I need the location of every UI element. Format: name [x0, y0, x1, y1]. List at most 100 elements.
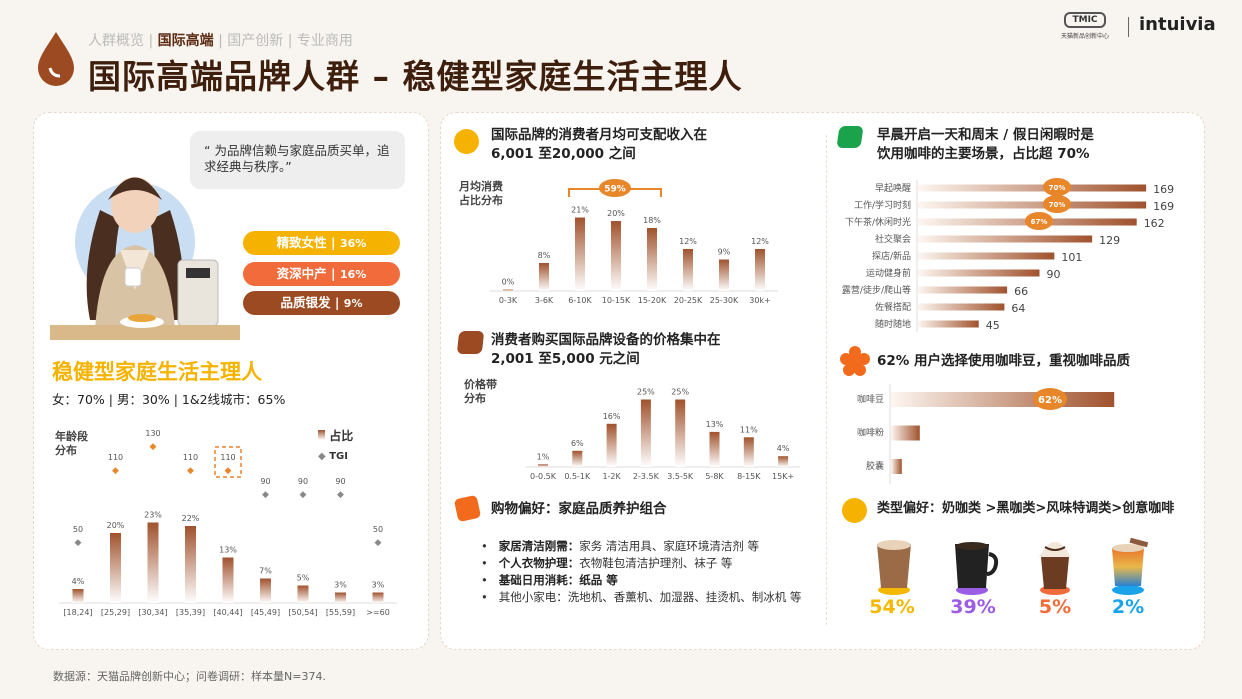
income-bar: [539, 263, 549, 291]
age-value-label: 20%: [107, 521, 125, 530]
income-bracket-label: 59%: [604, 185, 626, 195]
quote-bubble: “ 为品牌信赖与家庭品质买单，追求经典与秩序。”: [190, 131, 405, 189]
beans-bar: [891, 425, 920, 441]
price-tick-label: 5-8K: [705, 472, 724, 481]
nav-item-active[interactable]: 国际高端: [157, 33, 214, 49]
scenes-value-label: 169: [1153, 200, 1174, 213]
price-tick-label: 0.5-1K: [564, 472, 591, 481]
brown-shape-icon: [456, 331, 485, 354]
price-tick-label: 3.5-5K: [667, 472, 694, 481]
price-tick-label: 8-15K: [737, 472, 761, 481]
price-bar: [743, 437, 754, 467]
price-value-label: 1%: [537, 452, 550, 461]
scenes-badge: [1025, 212, 1053, 230]
income-bar: [647, 228, 657, 291]
income-value-label: 12%: [751, 237, 769, 246]
income-title: 国际品牌的消费者月均可支配收入在 6,001 至20,000 之间: [491, 127, 707, 162]
income-tick-label: 20-25K: [674, 296, 703, 305]
age-tick-label: [30,34]: [138, 608, 167, 617]
scenes-badge: [1043, 178, 1071, 196]
scenes-value-label: 66: [1014, 285, 1028, 298]
section-nav: 人群概览 | 国际高端 | 国产创新 | 专业商用: [88, 33, 353, 49]
scenes-bar: [918, 201, 1147, 209]
age-bar: [147, 522, 159, 603]
latte-icon: [877, 540, 911, 595]
tgi-marker: ◆: [112, 466, 119, 476]
age-value-label: 3%: [372, 581, 385, 590]
tmic-logo-sub: 天猫新品创新中心: [1061, 33, 1110, 40]
price-value-label: 6%: [571, 439, 584, 448]
scenes-value-label: 90: [1047, 268, 1061, 281]
age-bar: [222, 557, 234, 603]
persona-illustration: [50, 177, 240, 340]
scenes-category-label: 早起唤醒: [875, 182, 911, 194]
income-tick-label: 3-6K: [535, 296, 554, 305]
income-value-label: 20%: [607, 209, 625, 218]
scenes-bar: [918, 320, 979, 328]
tgi-marker: ◆: [375, 538, 382, 548]
tmic-logo: TMIC: [1064, 12, 1106, 28]
yellow-circle-icon: [454, 129, 479, 154]
scenes-badge-label: 67%: [1031, 218, 1048, 226]
orange-square-icon: [453, 494, 482, 523]
coffee-drop-logo-icon: [38, 32, 74, 86]
income-value-label: 0%: [502, 278, 515, 287]
nav-item[interactable]: 国产创新: [227, 33, 284, 49]
price-tick-label: 15K+: [772, 472, 794, 481]
beans-badge: [1033, 388, 1067, 410]
tgi-marker: ◆: [337, 490, 344, 500]
scenes-category-label: 工作/学习时刻: [854, 199, 911, 211]
scenes-category-label: 社交聚会: [875, 233, 911, 245]
price-value-label: 16%: [603, 412, 621, 421]
footer-source: 数据源：天猫品牌创新中心；问卷调研：样本量N=374.: [53, 670, 326, 683]
age-tick-label: [50,54]: [288, 608, 317, 617]
tgi-value-label: 130: [145, 429, 160, 438]
age-bar: [260, 578, 271, 603]
scenes-bar: [918, 286, 1008, 294]
tgi-value-label: 50: [73, 525, 83, 534]
scenes-bar: [918, 252, 1055, 260]
scenes-value-label: 64: [1011, 302, 1025, 315]
orange-flower-icon: [840, 346, 870, 376]
price-value-label: 25%: [637, 388, 655, 397]
scenes-category-label: 运动健身前: [866, 267, 911, 279]
price-bar: [778, 456, 789, 467]
age-bar: [72, 589, 84, 603]
shopping-list: • 家居清洁刚需：家务 清洁用具、家庭环境清洁剂 等 • 个人衣物护理：衣物鞋包…: [481, 538, 801, 606]
frappe-percent: 5%: [1038, 596, 1072, 618]
nav-item[interactable]: 人群概览: [88, 33, 144, 49]
age-tick-label: [18,24]: [63, 608, 92, 617]
scenes-badge-label: 70%: [1049, 184, 1066, 192]
tgi-value-label: 110: [220, 453, 235, 462]
tag-senior-middle-class: 资深中产 | 16%: [243, 262, 400, 286]
nav-item[interactable]: 专业商用: [296, 33, 353, 49]
income-value-label: 18%: [643, 216, 661, 225]
shopping-item: • 个人衣物护理：衣物鞋包清洁护理剂、袜子 等: [481, 556, 733, 570]
scenes-value-label: 45: [986, 319, 1000, 332]
types-title: 类型偏好：奶咖类 >黑咖类>风味特调类>创意咖啡: [877, 501, 1175, 516]
scenes-category-label: 探店/新品: [872, 250, 911, 262]
persona-stats: 女：70% | 男：30% | 1&2线城市：65%: [52, 392, 286, 407]
age-tick-label: [55,59]: [326, 608, 355, 617]
income-bar: [719, 259, 729, 291]
tgi-marker: ◆: [150, 442, 157, 452]
price-tick-label: 1-2K: [602, 472, 621, 481]
price-bar: [572, 450, 583, 467]
tgi-value-label: 110: [108, 453, 123, 462]
age-bar: [297, 585, 309, 603]
age-value-label: 22%: [182, 514, 200, 523]
income-bar: [503, 289, 513, 291]
age-chart-ylabel: 年龄段 分布: [55, 430, 88, 457]
price-ylabel: 价格带 分布: [464, 378, 497, 405]
green-shape-icon: [836, 126, 864, 148]
age-value-label: 23%: [144, 511, 162, 520]
legend-share: 占比: [318, 427, 353, 444]
shopping-item: • 家居清洁刚需：家务 清洁用具、家庭环境清洁剂 等: [481, 539, 760, 553]
income-tick-label: 0-3K: [499, 296, 518, 305]
income-tick-label: 10-15K: [602, 296, 631, 305]
tag-quality-silver: 品质银发 | 9%: [243, 291, 400, 315]
price-bar: [606, 423, 617, 467]
legend-tgi: ◆ TGI: [318, 451, 348, 462]
beans-category-label: 胶囊: [866, 460, 884, 472]
beans-category-label: 咖啡粉: [857, 427, 884, 439]
